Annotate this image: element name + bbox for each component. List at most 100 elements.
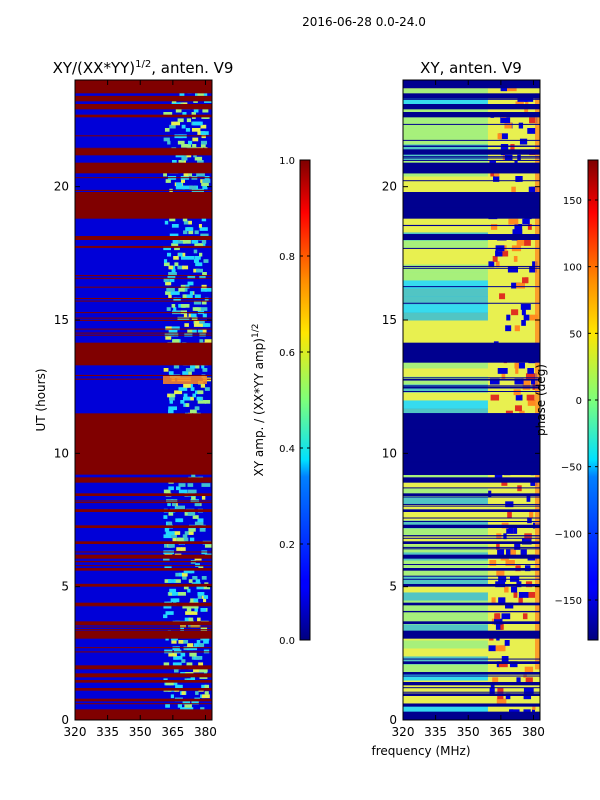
phase-ytick-label: 5 (389, 580, 397, 594)
amplitude-flagged-line (75, 154, 212, 156)
phase-flagged-line (403, 379, 540, 381)
amplitude-cell (166, 281, 172, 286)
phase-cell (516, 282, 526, 289)
amplitude-heatmap (75, 80, 212, 720)
amplitude-cell (169, 124, 176, 129)
amplitude-cell (163, 262, 170, 267)
phase-cell (490, 682, 495, 689)
phase-row (403, 664, 488, 673)
amplitude-cell (200, 131, 209, 135)
amplitude-cell (184, 332, 193, 337)
phase-flagged-line (403, 575, 540, 577)
phase-flagged-band (403, 525, 540, 528)
amplitude-cell (178, 640, 184, 644)
amplitude-cell (201, 240, 207, 244)
amplitude-flagged-line (75, 246, 212, 248)
frequency-xlabel: frequency (MHz) (371, 744, 470, 758)
phase-cell (529, 314, 538, 321)
amplitude-cell (201, 694, 210, 699)
amplitude-ytick-label: 10 (54, 446, 69, 460)
phase-ytick-label: 10 (382, 446, 397, 460)
amplitude-cell (168, 486, 174, 491)
phase-ytick-label: 0 (389, 713, 397, 727)
phase-flagged-band (403, 509, 540, 512)
phase-row (403, 240, 488, 249)
phase-cell (506, 528, 514, 534)
amplitude-cell (187, 256, 195, 260)
phase-cell (523, 314, 530, 321)
phase-flagged-line (403, 172, 540, 174)
phase-flagged-line (403, 716, 540, 718)
amplitude-flagged-line (75, 334, 212, 336)
amplitude-cell (176, 537, 181, 542)
amplitude-flagged-line (75, 583, 212, 585)
amplitude-flagged-band (75, 680, 212, 683)
phase-cell (498, 133, 508, 140)
amplitude-cell (199, 339, 204, 343)
phase-flagged-line (403, 413, 540, 415)
amplitude-cell (193, 598, 199, 603)
amplitude-flagged-line (75, 205, 212, 207)
phase-cell (530, 480, 538, 486)
amplitude-cell (199, 332, 206, 337)
phase-flagged-line (403, 234, 540, 236)
amplitude-cell (193, 153, 197, 158)
phase-row (403, 656, 488, 665)
amplitude-cell (204, 544, 212, 548)
phase-cell (518, 597, 523, 604)
amplitude-cell (171, 502, 177, 507)
amplitude-cell (186, 646, 193, 651)
amplitude-cell (163, 259, 168, 263)
phase-flagged-line (403, 106, 540, 108)
phase-edge-strip (535, 93, 540, 670)
amplitude-cell (163, 534, 173, 539)
phase-flagged-line (403, 391, 540, 393)
amplitude-flagged-line (75, 633, 212, 635)
amplitude-cell (191, 128, 201, 132)
phase-row (403, 184, 488, 193)
amplitude-cell (198, 224, 202, 228)
amplitude-cell (168, 652, 177, 657)
phase-cell (505, 693, 511, 700)
phase-cell (497, 693, 504, 700)
amplitude-cell (172, 339, 180, 343)
amplitude-cell (201, 300, 206, 305)
phase-cell (514, 544, 521, 550)
amplitude-flagged-line (75, 703, 212, 705)
amplitude-cell (182, 265, 189, 270)
amplitude-cell (167, 393, 171, 398)
amplitude-flagged-band (75, 630, 212, 639)
amplitude-cell (183, 172, 190, 177)
phase-row (403, 536, 488, 545)
phase-flagged-line (403, 583, 540, 585)
phase-flagged-line (403, 711, 540, 713)
amplitude-cell (163, 112, 173, 116)
phase-cell (526, 496, 531, 502)
phase-cell (497, 368, 508, 374)
phase-row (403, 368, 488, 377)
amplitude-cell (200, 288, 207, 292)
amplitude-cell (173, 364, 180, 369)
phase-row (403, 616, 488, 625)
amplitude-cell (192, 515, 199, 519)
amplitude-panel-title: XY/(XX*YY)1/2, anten. V9 (53, 59, 234, 77)
amplitude-cell (203, 595, 209, 599)
amplitude-cell (173, 579, 181, 583)
amplitude-cell (189, 537, 195, 542)
amplitude-cell (182, 700, 191, 705)
amplitude-cell (194, 643, 201, 647)
phase-cell (516, 240, 526, 246)
phase-flagged-line (403, 413, 540, 415)
phase-row (403, 216, 488, 225)
phase-cell (529, 512, 534, 518)
amplitude-cell (189, 185, 197, 190)
amplitude-cell (175, 185, 185, 190)
amplitude-cell (178, 252, 183, 257)
amplitude-cell (183, 230, 188, 235)
amplitude-cell (202, 313, 207, 318)
amplitude-flagged-band (75, 602, 212, 606)
phase-flagged-band (403, 693, 540, 696)
amplitude-cell (202, 185, 208, 190)
phase-flagged-line (403, 578, 540, 580)
amplitude-ylabel: UT (hours) (34, 368, 48, 431)
